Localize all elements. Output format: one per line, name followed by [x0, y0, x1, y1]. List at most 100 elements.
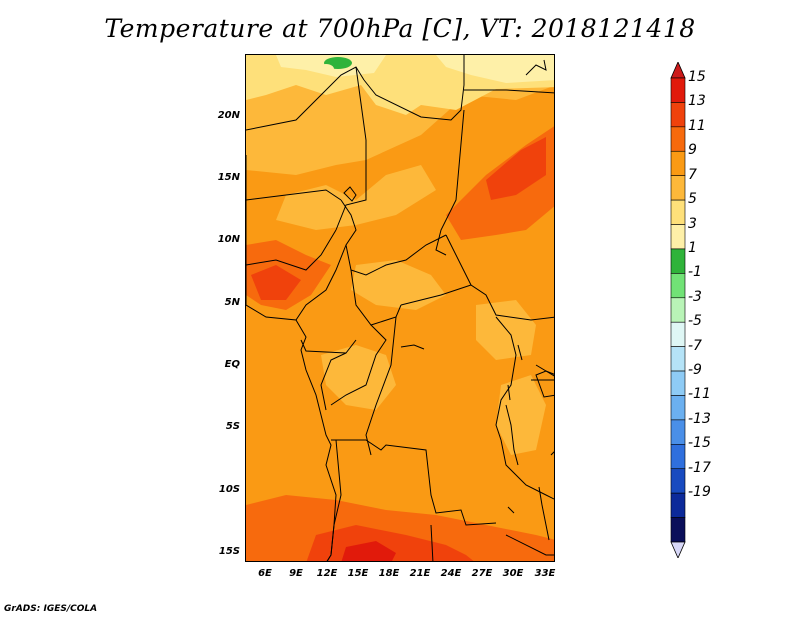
- boundary-line: [335, 66, 367, 231]
- lon-tick-label: 21E: [409, 568, 431, 579]
- boundary-line: [464, 89, 554, 94]
- colorbar-label: -13: [688, 410, 711, 427]
- colorbar-top-arrow: [670, 62, 686, 79]
- boundary-line: [246, 189, 342, 201]
- colorbar-swatch: [670, 517, 686, 543]
- colorbar-swatch: [670, 444, 686, 470]
- river-congo-mark: [400, 344, 425, 350]
- boundary-line: [330, 324, 387, 406]
- boundary-line: [340, 199, 447, 276]
- footer-credit: GrADS: IGES/COLA: [4, 604, 98, 614]
- colorbar-swatch: [670, 346, 686, 372]
- lon-tick-label: 24E: [440, 568, 462, 579]
- boundary-line: [246, 229, 337, 271]
- boundary-line: [500, 439, 554, 500]
- colorbar-label: -5: [688, 313, 702, 330]
- lake-malawi: [538, 486, 550, 541]
- colorbar-label: 5: [688, 191, 697, 208]
- lon-tick-label: 12E: [316, 568, 338, 579]
- colorbar-label: 3: [688, 215, 697, 232]
- lon-tick-label: 30E: [502, 568, 524, 579]
- lat-tick-label: 15N: [217, 172, 240, 183]
- boundary-line: [363, 55, 465, 121]
- colorbar-label: -19: [688, 484, 711, 501]
- temperature-map: [246, 55, 554, 561]
- boundary-line: [525, 59, 547, 76]
- boundary-line: [445, 234, 554, 321]
- colorbar-swatch: [670, 102, 686, 128]
- colorbar-bottom-arrow: [670, 541, 686, 558]
- lon-tick-label: 15E: [347, 568, 369, 579]
- lon-tick-label: 33E: [534, 568, 556, 579]
- field-region-7-east: [476, 300, 536, 360]
- boundary-line: [430, 524, 434, 561]
- field-region-7-central: [351, 260, 446, 310]
- colorbar-swatch: [670, 395, 686, 421]
- lon-tick-label: 6E: [258, 568, 272, 579]
- colorbar-swatch: [670, 175, 686, 201]
- lat-tick-label: 10N: [217, 234, 240, 245]
- boundary-line: [435, 109, 465, 256]
- lat-tick-label: 5S: [225, 421, 240, 432]
- boundary-line: [331, 439, 497, 526]
- lon-tick-label: 18E: [378, 568, 400, 579]
- colorbar-label: -3: [688, 288, 702, 305]
- colorbar-label: -7: [688, 337, 702, 354]
- colorbar-swatch: [670, 419, 686, 445]
- lat-tick-label: EQ: [224, 359, 240, 370]
- chart-title: Temperature at 700hPa [C], VT: 201812141…: [104, 14, 696, 43]
- map-panel: [245, 54, 555, 562]
- lake-victoria: [535, 370, 554, 398]
- lakes: [343, 186, 554, 541]
- field-region-3-blob: [318, 64, 334, 74]
- lake-kivu: [507, 384, 511, 401]
- field-region-7-gabon: [321, 345, 396, 410]
- colorbar-swatch: [670, 77, 686, 103]
- colorbar-swatch: [670, 370, 686, 396]
- colorbar-label: -11: [688, 386, 711, 403]
- colorbar-label: -1: [688, 264, 702, 281]
- colorbar-swatch: [670, 273, 686, 299]
- colorbar-label: 11: [688, 117, 706, 134]
- field-region-15-south: [341, 541, 396, 561]
- colorbar-swatch: [670, 224, 686, 250]
- colorbar-swatch: [670, 150, 686, 176]
- colorbar-swatch: [670, 199, 686, 225]
- colorbar-label: 9: [688, 142, 697, 159]
- boundary-line: [550, 451, 554, 456]
- lat-tick-label: 20N: [217, 110, 240, 121]
- colorbar-swatch: [670, 468, 686, 494]
- field-region-7-lakes: [496, 375, 546, 455]
- field-region-13-west: [251, 265, 301, 300]
- lat-tick-label: 10S: [218, 484, 240, 495]
- lon-tick-label: 27E: [471, 568, 493, 579]
- lon-tick-label: 9E: [289, 568, 303, 579]
- boundary-line: [295, 244, 347, 321]
- lake-tanganyika: [505, 404, 519, 466]
- colorbar-label: -15: [688, 435, 711, 452]
- colorbar-swatch: [670, 297, 686, 323]
- boundary-line: [300, 339, 357, 354]
- colorbar-label: 7: [688, 166, 697, 183]
- country-boundaries: [246, 55, 554, 561]
- colorbar-label: 15: [688, 69, 706, 85]
- field-region-7-sahel: [276, 165, 436, 230]
- colorbar-label: 1: [688, 239, 697, 256]
- colorbar-label: -17: [688, 459, 711, 476]
- colorbar-label: -9: [688, 362, 702, 379]
- lat-tick-label: 15S: [218, 546, 240, 557]
- boundary-line: [495, 316, 517, 441]
- boundary-line: [320, 352, 347, 411]
- lake-albert: [517, 344, 523, 361]
- coastline: [246, 155, 337, 561]
- colorbar-swatch: [670, 492, 686, 518]
- lake-bangweulu: [507, 506, 515, 514]
- boundary-line: [505, 534, 554, 556]
- colorbar-label: 13: [688, 93, 706, 110]
- lake-chad: [343, 186, 357, 202]
- field-region-3-north-2: [436, 55, 554, 83]
- lat-tick-label: 5N: [224, 297, 240, 308]
- colorbar-swatch: [670, 321, 686, 347]
- boundary-line: [246, 66, 365, 131]
- colorbar-swatch: [670, 126, 686, 152]
